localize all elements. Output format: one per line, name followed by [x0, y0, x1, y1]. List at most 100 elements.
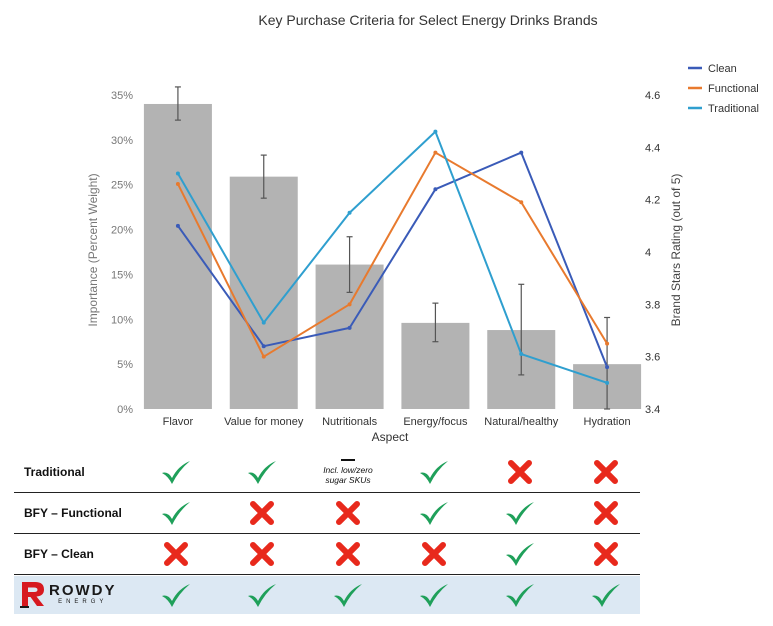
cross-cell — [394, 534, 474, 574]
y-left-tick-label: 0% — [117, 404, 133, 416]
energy-drink-criteria-chart: Key Purchase Criteria for Select Energy … — [86, 12, 759, 444]
dash-mark — [341, 459, 355, 461]
cross-cell — [480, 452, 560, 492]
legend-label-clean: Clean — [708, 63, 737, 75]
check-cell — [480, 493, 560, 533]
y-right-tick-label: 3.4 — [645, 404, 660, 416]
rowdy-r-mark-icon — [20, 582, 44, 608]
check-icon — [420, 502, 448, 525]
point-traditional — [261, 320, 266, 325]
y-right-tick-label: 3.6 — [645, 352, 660, 364]
point-clean — [605, 365, 610, 370]
check-icon — [420, 461, 448, 484]
point-traditional — [605, 380, 610, 385]
check-cell — [480, 534, 560, 574]
y-right-tick-label: 4 — [645, 247, 651, 259]
x-tick-label: Value for money — [224, 416, 304, 428]
check-icon — [506, 543, 534, 566]
cross-icon — [250, 501, 274, 525]
check-icon — [162, 584, 190, 607]
legend-label-functional: Functional — [708, 83, 759, 95]
cross-icon — [508, 460, 532, 484]
point-clean — [261, 344, 266, 349]
point-clean — [175, 223, 180, 228]
point-traditional — [519, 352, 524, 357]
check-icon — [506, 502, 534, 525]
chart-title: Key Purchase Criteria for Select Energy … — [258, 12, 597, 28]
check-icon — [248, 461, 276, 484]
point-functional — [605, 341, 610, 346]
cross-cell — [222, 493, 302, 533]
note-text: Incl. low/zero — [323, 465, 373, 475]
y-left-tick-label: 35% — [111, 90, 133, 102]
y-axis-left-label: Importance (Percent Weight) — [86, 173, 100, 326]
x-tick-label: Nutritionals — [322, 416, 378, 428]
y-right-tick-label: 3.8 — [645, 299, 660, 311]
cross-cell — [308, 534, 388, 574]
y-right-tick-label: 4.2 — [645, 195, 660, 207]
check-cell — [308, 576, 388, 614]
check-icon — [506, 584, 534, 607]
y-left-tick-label: 30% — [111, 135, 133, 147]
y-left-tick-label: 20% — [111, 225, 133, 237]
point-traditional — [175, 171, 180, 176]
check-icon — [162, 461, 190, 484]
point-functional — [261, 354, 266, 359]
point-traditional — [433, 129, 438, 134]
y-left-tick-label: 10% — [111, 314, 133, 326]
check-cell — [394, 493, 474, 533]
x-tick-label: Natural/healthy — [484, 416, 558, 428]
point-functional — [347, 302, 352, 307]
x-axis-label: Aspect — [372, 430, 409, 444]
point-functional — [175, 181, 180, 186]
check-cell — [222, 452, 302, 492]
row-label-bfy-functional: BFY – Functional — [24, 506, 122, 520]
x-tick-label: Flavor — [163, 416, 194, 428]
line-series-functional — [177, 151, 608, 358]
x-tick-label: Energy/focus — [403, 416, 468, 428]
check-cell — [480, 576, 560, 614]
point-clean — [519, 150, 524, 155]
cross-icon — [594, 460, 618, 484]
row-label-bfy-clean: BFY – Clean — [24, 547, 94, 561]
y-axis-right-label: Brand Stars Rating (out of 5) — [669, 174, 683, 327]
bar-flavor — [143, 103, 212, 409]
cross-cell — [136, 534, 216, 574]
note-text: sugar SKUs — [325, 475, 371, 485]
cross-cell — [566, 493, 646, 533]
cross-cell — [222, 534, 302, 574]
check-cell — [136, 452, 216, 492]
check-cell — [394, 452, 474, 492]
check-cell — [136, 493, 216, 533]
rowdy-energy-logo: ROWDY ENERGY — [20, 580, 117, 608]
point-functional — [433, 150, 438, 155]
check-cell — [136, 576, 216, 614]
cross-cell — [308, 493, 388, 533]
logo-sub-text: ENERGY — [58, 599, 108, 605]
y-left-tick-label: 5% — [117, 359, 133, 371]
cross-cell — [566, 452, 646, 492]
cross-icon — [336, 501, 360, 525]
cross-icon — [594, 501, 618, 525]
check-cell — [222, 576, 302, 614]
cross-cell — [566, 534, 646, 574]
x-tick-label: Hydration — [584, 416, 631, 428]
point-clean — [347, 325, 352, 330]
row-label-traditional: Traditional — [24, 465, 85, 479]
y-right-tick-label: 4.6 — [645, 90, 660, 102]
cross-icon — [250, 542, 274, 566]
check-icon — [592, 584, 620, 607]
check-cell — [394, 576, 474, 614]
brand-feature-matrix: Traditional Incl. low/zero sugar SKUs BFY… — [14, 452, 640, 614]
point-clean — [433, 187, 438, 192]
line-series-traditional — [177, 130, 608, 384]
logo-main-text: ROWDY — [49, 582, 117, 599]
matrix-row-rowdy: ROWDY ENERGY — [14, 576, 640, 614]
cross-icon — [164, 542, 188, 566]
matrix-row-bfy-functional: BFY – Functional — [14, 493, 640, 534]
point-traditional — [347, 210, 352, 215]
note-cell: Incl. low/zero sugar SKUs — [308, 452, 388, 492]
cross-icon — [422, 542, 446, 566]
matrix-row-traditional: Traditional Incl. low/zero sugar SKUs — [14, 452, 640, 493]
cross-icon — [594, 542, 618, 566]
